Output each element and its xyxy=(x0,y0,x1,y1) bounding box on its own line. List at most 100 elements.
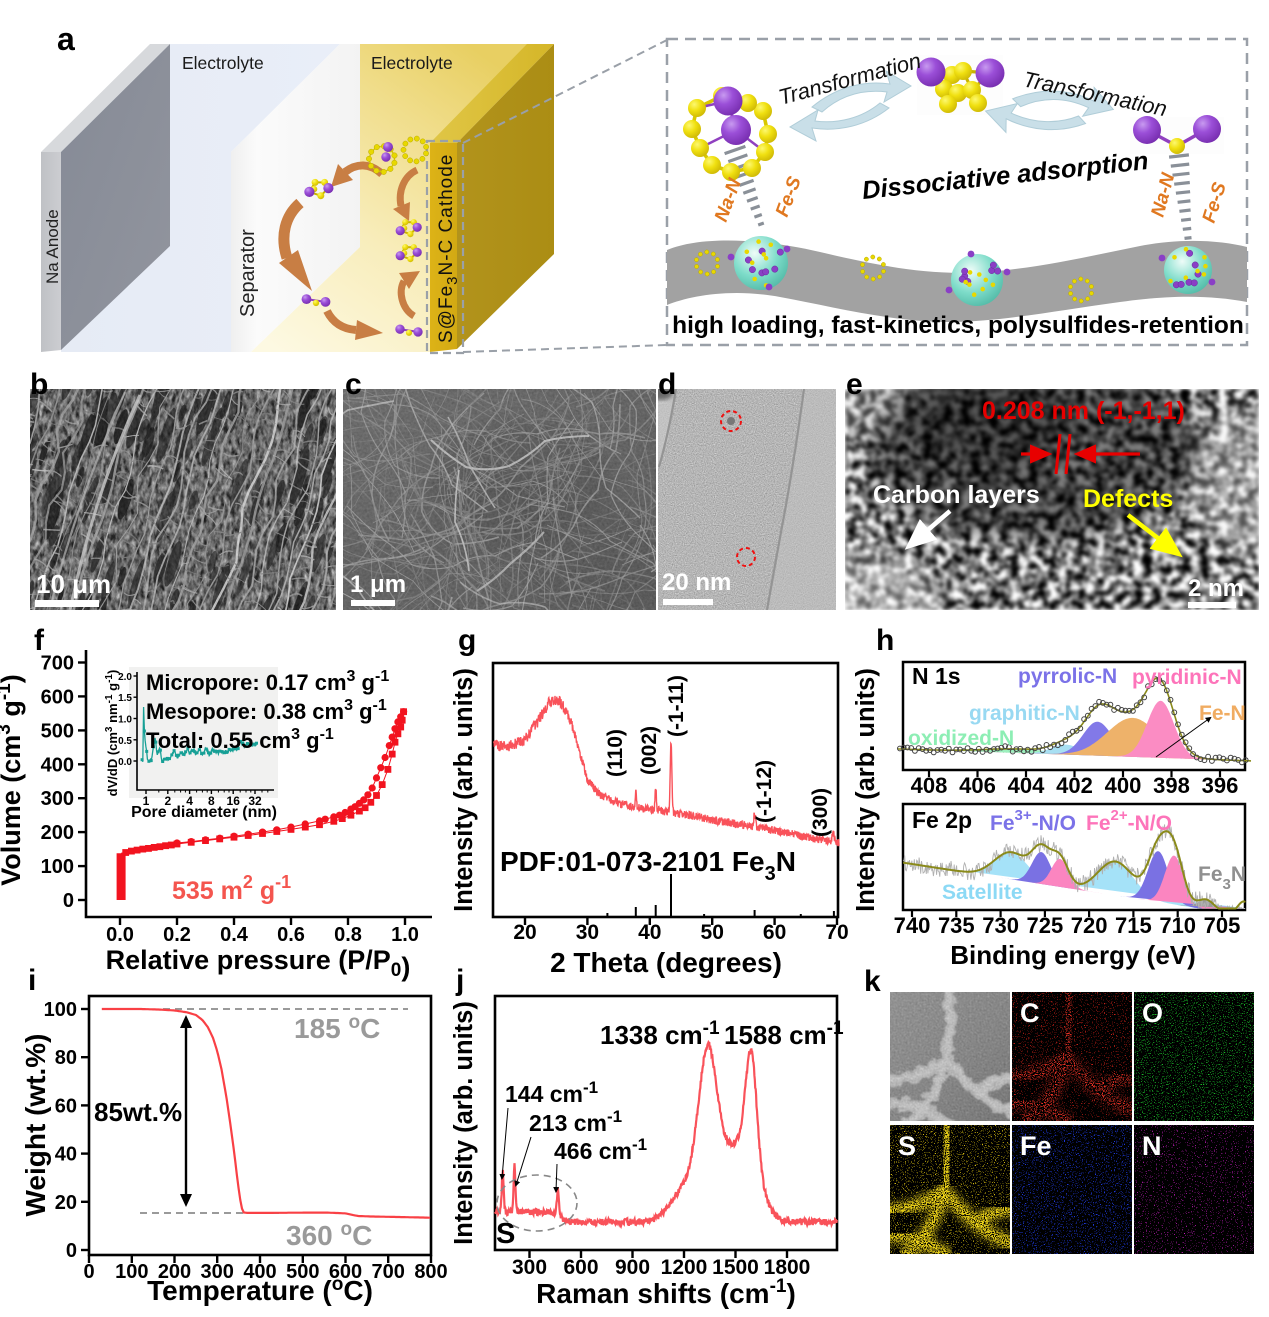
svg-text:10 μm: 10 μm xyxy=(36,569,111,599)
svg-text:600: 600 xyxy=(563,1256,598,1279)
svg-text:0.4: 0.4 xyxy=(220,924,249,946)
svg-text:Fe3+-N/O: Fe3+-N/O xyxy=(990,807,1076,835)
svg-text:398: 398 xyxy=(1153,773,1190,798)
svg-text:0.0: 0.0 xyxy=(118,757,132,768)
svg-text:200: 200 xyxy=(41,822,74,844)
svg-text:1 μm: 1 μm xyxy=(350,571,406,598)
svg-text:730: 730 xyxy=(982,913,1019,938)
svg-text:N: N xyxy=(1142,1131,1162,1161)
svg-text:1.0: 1.0 xyxy=(118,715,132,726)
svg-text:Binding energy (eV): Binding energy (eV) xyxy=(950,940,1196,970)
svg-text:700: 700 xyxy=(41,653,74,675)
svg-text:Raman shifts (cm-1): Raman shifts (cm-1) xyxy=(536,1276,796,1309)
svg-text:0.208 nm (-1,-1,1): 0.208 nm (-1,-1,1) xyxy=(982,397,1185,425)
svg-text:40: 40 xyxy=(638,921,661,944)
svg-text:Fe: Fe xyxy=(1020,1131,1052,1161)
svg-text:Weight (wt.%): Weight (wt.%) xyxy=(20,1033,51,1216)
svg-text:705: 705 xyxy=(1204,913,1241,938)
svg-text:c: c xyxy=(345,368,362,401)
svg-text:0.0: 0.0 xyxy=(106,924,134,946)
svg-text:735: 735 xyxy=(938,913,975,938)
svg-text:f: f xyxy=(34,624,45,657)
svg-text:Electrolyte: Electrolyte xyxy=(371,53,453,73)
svg-text:0: 0 xyxy=(66,1240,77,1262)
svg-text:360 oC: 360 oC xyxy=(286,1219,372,1251)
svg-text:h: h xyxy=(876,624,894,657)
svg-text:j: j xyxy=(455,964,464,997)
svg-text:2 nm: 2 nm xyxy=(1188,575,1244,602)
svg-text:Fe-N: Fe-N xyxy=(1199,702,1246,725)
svg-text:d: d xyxy=(658,368,676,401)
svg-text:Intensity (arb. units): Intensity (arb. units) xyxy=(852,668,880,912)
svg-text:Fe 2p: Fe 2p xyxy=(912,807,972,833)
svg-text:pyrrolic-N: pyrrolic-N xyxy=(1018,665,1117,688)
svg-text:graphitic-N: graphitic-N xyxy=(969,702,1080,725)
svg-text:high loading, fast-kinetics, p: high loading, fast-kinetics, polysulfide… xyxy=(672,312,1244,339)
svg-text:60: 60 xyxy=(763,921,786,944)
svg-text:0.8: 0.8 xyxy=(334,924,362,946)
svg-text:O: O xyxy=(1142,998,1163,1028)
svg-text:20: 20 xyxy=(55,1192,77,1214)
svg-text:a: a xyxy=(57,21,75,57)
svg-text:(110): (110) xyxy=(604,729,627,777)
svg-text:Carbon layers: Carbon layers xyxy=(873,481,1040,509)
svg-text:i: i xyxy=(28,964,36,997)
svg-text:100: 100 xyxy=(41,856,74,878)
svg-text:C: C xyxy=(1020,998,1040,1028)
svg-text:715: 715 xyxy=(1115,913,1152,938)
svg-text:404: 404 xyxy=(1008,773,1045,798)
svg-text:k: k xyxy=(864,965,881,998)
svg-text:Separator: Separator xyxy=(237,229,259,317)
svg-text:710: 710 xyxy=(1159,913,1196,938)
svg-text:(300): (300) xyxy=(809,788,832,837)
svg-text:2.0: 2.0 xyxy=(118,672,132,683)
svg-text:900: 900 xyxy=(615,1256,650,1279)
svg-text:40: 40 xyxy=(55,1144,77,1166)
svg-text:e: e xyxy=(846,368,863,401)
svg-text:Intensity (arb. units): Intensity (arb. units) xyxy=(450,1001,478,1245)
svg-text:1500: 1500 xyxy=(712,1256,759,1279)
svg-text:1588 cm-1: 1588 cm-1 xyxy=(724,1018,844,1050)
svg-text:408: 408 xyxy=(911,773,948,798)
svg-text:500: 500 xyxy=(41,720,74,742)
svg-text:Satellite: Satellite xyxy=(942,881,1023,904)
svg-text:0.2: 0.2 xyxy=(163,924,191,946)
svg-text:(-1-12): (-1-12) xyxy=(753,760,776,823)
svg-text:S: S xyxy=(496,1218,515,1250)
svg-text:70: 70 xyxy=(825,921,848,944)
svg-text:pyridinic-N: pyridinic-N xyxy=(1132,666,1242,689)
svg-text:100: 100 xyxy=(115,1261,148,1283)
svg-text:N 1s: N 1s xyxy=(912,663,961,689)
svg-text:185 oC: 185 oC xyxy=(294,1012,380,1044)
svg-text:80: 80 xyxy=(55,1047,77,1069)
svg-text:b: b xyxy=(30,368,48,401)
svg-text:800: 800 xyxy=(414,1261,447,1283)
svg-text:Defects: Defects xyxy=(1083,485,1173,513)
svg-text:oxidized-N: oxidized-N xyxy=(908,727,1014,750)
svg-text:300: 300 xyxy=(41,788,74,810)
svg-text:20 nm: 20 nm xyxy=(662,569,731,596)
svg-text:700: 700 xyxy=(372,1261,405,1283)
svg-text:Fe2+-N/O: Fe2+-N/O xyxy=(1086,807,1172,835)
svg-text:535 m2 g-1: 535 m2 g-1 xyxy=(172,872,291,905)
svg-text:0: 0 xyxy=(63,890,74,912)
svg-text:(-1-11): (-1-11) xyxy=(665,675,688,737)
svg-text:1338 cm-1: 1338 cm-1 xyxy=(600,1018,720,1050)
svg-text:Pore diameter (nm): Pore diameter (nm) xyxy=(131,804,277,821)
svg-text:S: S xyxy=(898,1131,916,1161)
svg-text:Intensity (arb. units): Intensity (arb. units) xyxy=(450,668,478,912)
svg-text:0: 0 xyxy=(83,1261,94,1283)
svg-text:20: 20 xyxy=(513,921,536,944)
svg-text:300: 300 xyxy=(512,1256,547,1279)
svg-text:400: 400 xyxy=(1105,773,1142,798)
svg-text:30: 30 xyxy=(576,921,599,944)
svg-text:720: 720 xyxy=(1071,913,1108,938)
svg-text:Na Anode: Na Anode xyxy=(43,209,62,284)
svg-text:Volume (cm3 g-1): Volume (cm3 g-1) xyxy=(0,674,26,886)
svg-text:1.5: 1.5 xyxy=(118,693,132,704)
svg-text:400: 400 xyxy=(41,754,74,776)
svg-text:(002): (002) xyxy=(638,726,661,775)
svg-text:g: g xyxy=(458,624,476,657)
svg-text:0.6: 0.6 xyxy=(277,924,305,946)
svg-text:60: 60 xyxy=(55,1095,77,1117)
